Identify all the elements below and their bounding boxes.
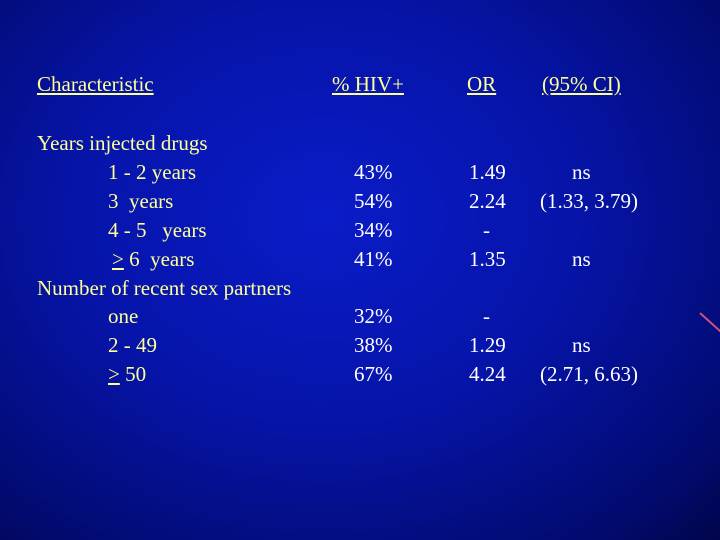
row-hiv-value: 32% (354, 304, 393, 328)
row-ci-value: (1.33, 3.79) (540, 189, 638, 213)
header-characteristic: Characteristic (37, 72, 154, 96)
header-hiv-percent: % HIV+ (332, 72, 404, 96)
greater-equal-symbol: > (108, 362, 120, 386)
row-label: 2 - 49 (108, 333, 157, 357)
header-confidence-interval: (95% CI) (542, 72, 621, 96)
row-hiv-value: 67% (354, 362, 393, 386)
row-or-value: 1.29 (469, 333, 506, 357)
row-label: 1 - 2 years (108, 160, 197, 184)
row-label: > 50 (108, 362, 147, 386)
decorative-accent-line (699, 312, 720, 341)
row-ci-value: ns (572, 333, 591, 357)
greater-equal-symbol: > (112, 247, 124, 271)
row-label: one (108, 304, 139, 328)
header-odds-ratio: OR (467, 72, 497, 96)
row-or-value: - (483, 304, 490, 328)
row-label: > 6 years (112, 247, 195, 271)
row-or-value: 1.49 (469, 160, 506, 184)
row-or-value: 2.24 (469, 189, 506, 213)
row-or-value: 1.35 (469, 247, 506, 271)
row-ci-value: (2.71, 6.63) (540, 362, 638, 386)
section-title-years-injected: Years injected drugs (37, 131, 208, 155)
row-or-value: - (483, 218, 490, 242)
row-hiv-value: 34% (354, 218, 393, 242)
section-title-sex-partners: Number of recent sex partners (37, 276, 292, 300)
row-hiv-value: 41% (354, 247, 393, 271)
row-label: 4 - 5 years (108, 218, 207, 242)
row-label: 3 years (108, 189, 174, 213)
row-ci-value: ns (572, 247, 591, 271)
row-or-value: 4.24 (469, 362, 506, 386)
row-hiv-value: 43% (354, 160, 393, 184)
row-hiv-value: 54% (354, 189, 393, 213)
row-ci-value: ns (572, 160, 591, 184)
row-hiv-value: 38% (354, 333, 393, 357)
